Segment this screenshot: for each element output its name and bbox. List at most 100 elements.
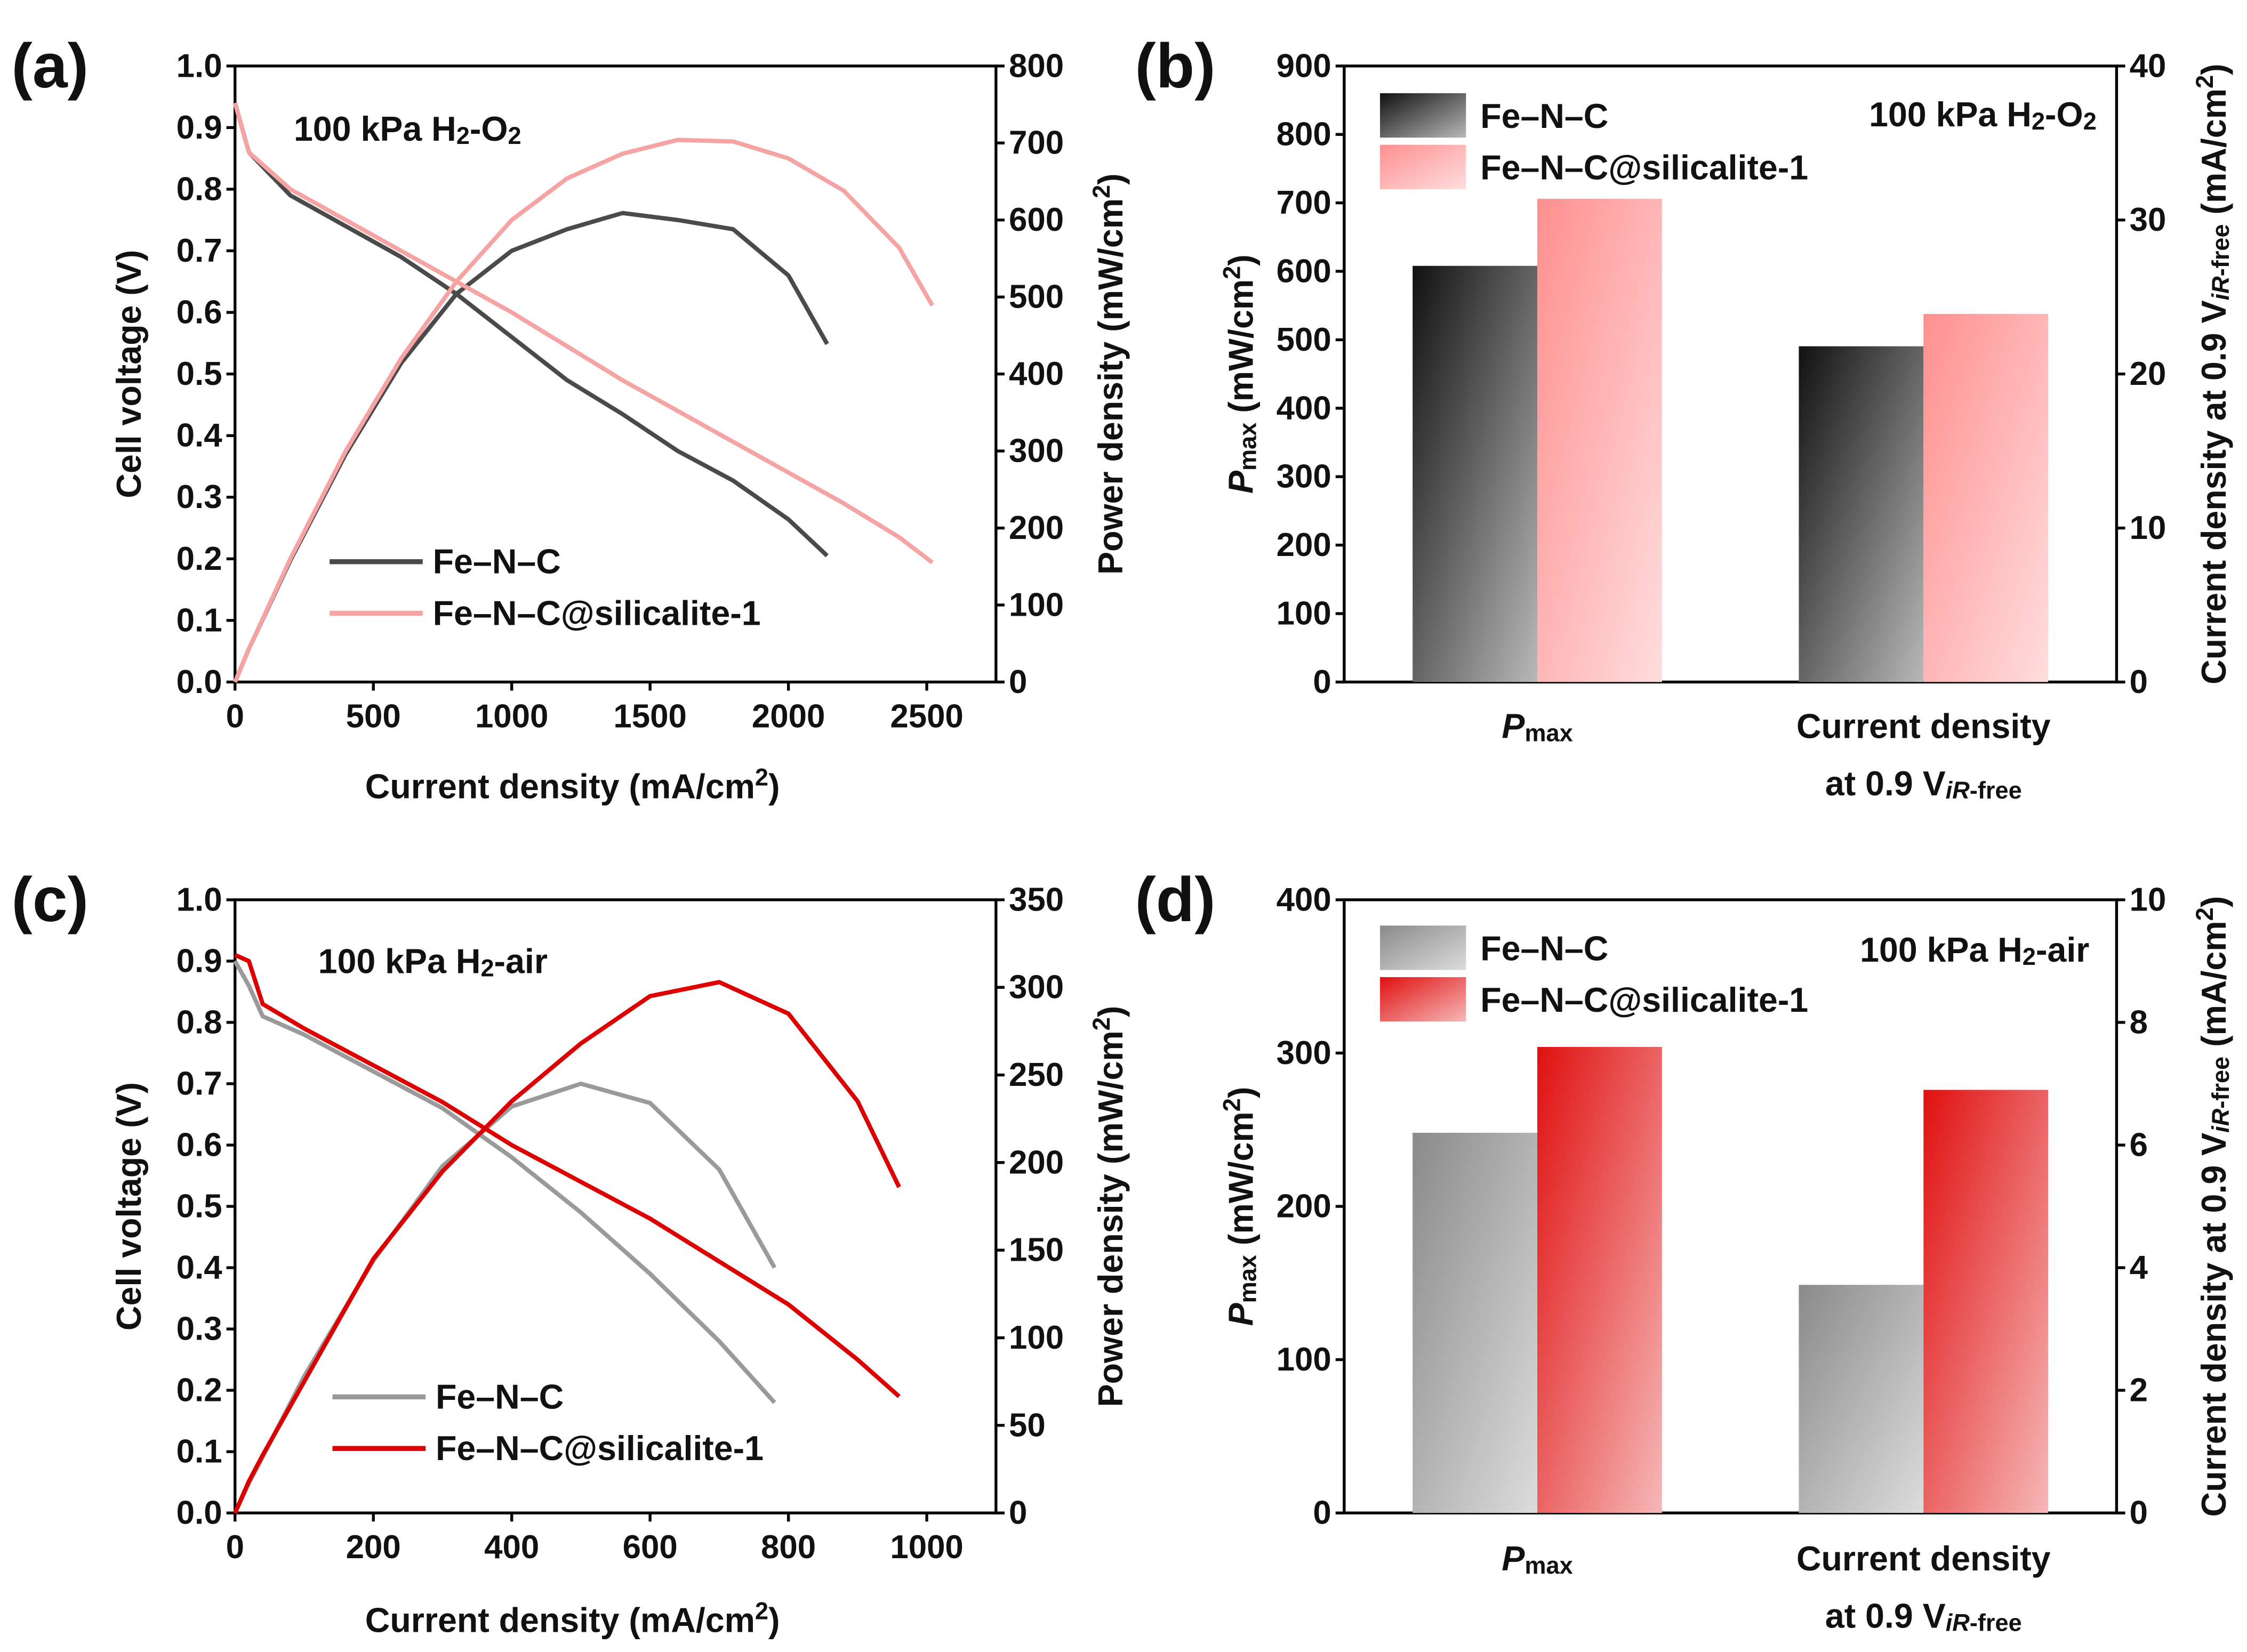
bar [1413,265,1538,682]
y2-tick-label: 400 [1009,356,1064,392]
voltage-line [232,102,934,565]
voltage-line [233,960,776,1404]
y-tick-label: 0.8 [176,1004,222,1041]
x-tick-label: 600 [623,1529,678,1566]
annotation: 100 kPa H2-O2 [1869,95,2097,135]
y-tick-label: 0.4 [176,1250,223,1286]
legend-label: Fe–N–C [1480,929,1608,968]
y2-tick-label: 10 [2130,510,2166,546]
bar [1923,1090,2049,1513]
power-line [233,980,901,1514]
bar [1537,1046,1662,1513]
y-tick-label: 0.0 [176,664,222,700]
text-part: Current density [1796,707,2051,746]
y2-tick-label: 800 [1009,47,1064,84]
y2-tick-label: 0 [1009,664,1027,700]
x-tick-label: 200 [346,1529,401,1566]
text-part: 2 [2023,943,2036,970]
y-tick-label: 0 [1313,1495,1331,1532]
y2-tick-label: 50 [1009,1407,1046,1444]
text-part: ) [768,1601,780,1640]
bar [1413,1133,1538,1513]
y-tick-label: 0.3 [176,479,222,515]
y2-tick-label: 100 [1009,1319,1064,1356]
text-part: max [1524,1552,1572,1579]
y-tick-label: 800 [1277,116,1331,153]
y2-tick-label: 0 [2130,1495,2148,1532]
text-part: 2 [2032,108,2045,135]
y2-axis-label: Current density at 0.9 ViR-free (mA/cm2) [2192,63,2235,684]
y-tick-label: 1.0 [176,47,222,84]
text-part: ) [1092,173,1130,184]
text-part: 100 kPa H [1860,931,2023,969]
text-part: 2 [456,122,470,149]
text-part: Cell voltage (V) [110,250,148,498]
y-tick-label: 0.1 [176,1433,222,1470]
y-tick-label: 400 [1277,881,1331,918]
y2-axis-label: Current density at 0.9 ViR-free (mA/cm2) [2192,896,2235,1517]
y-tick-label: 0 [1313,664,1331,700]
text-part: Power density (mW/cm [1092,1030,1130,1407]
text-part: 2 [1088,1017,1115,1030]
y-tick-label: 0.6 [176,294,222,331]
y2-tick-label: 0 [2130,664,2148,700]
x-tick-label: 1000 [475,698,548,735]
legend-swatch [1380,977,1466,1022]
text-part: 2 [480,955,494,982]
text-part: iR [2207,276,2234,301]
text-part: -O [470,110,508,148]
text-part: 2 [2192,907,2219,921]
text-part: ) [1222,1087,1260,1098]
text-part: -air [2036,931,2089,969]
y-tick-label: 300 [1277,1035,1331,1071]
y-axis-label: Pmax (mW/cm2) [1218,1087,1262,1326]
text-part: ) [768,768,780,806]
text-part: at 0.9 V [1825,1597,1946,1635]
text-part: 2 [2192,75,2219,88]
y2-tick-label: 250 [1009,1057,1064,1093]
y-tick-label: 500 [1277,321,1331,358]
text-part: ) [1222,254,1260,265]
annotation: 100 kPa H2-air [318,942,548,981]
y-axis-label: Pmax (mW/cm2) [1218,254,1262,494]
y-tick-label: 100 [1277,595,1331,632]
bar [1537,198,1662,682]
y2-tick-label: 0 [1009,1495,1027,1532]
text-part: (mW/cm [1222,1111,1260,1255]
text-part: P [1222,470,1260,494]
legend-label: Fe–N–C@silicalite-1 [436,1429,764,1468]
text-part: iR [2207,1108,2234,1133]
y-tick-label: 0.9 [176,942,222,979]
text-part: -air [494,942,548,980]
text-part: (mA/cm [2195,88,2233,224]
y2-tick-label: 200 [1009,510,1064,546]
bar [1923,313,2049,682]
text-part: Current density at 0.9 V [2195,1133,2233,1517]
x-tick-label: 400 [484,1529,539,1566]
x-tick-label: 0 [226,1529,244,1566]
y2-tick-label: 40 [2130,47,2166,84]
x-tick-label: 500 [346,698,401,735]
y2-tick-label: 4 [2130,1250,2148,1286]
text-part: 2 [2083,108,2097,135]
y-tick-label: 400 [1277,390,1331,426]
text-part: 2 [508,122,521,149]
x-axis-label: Current density (mA/cm2) [365,1598,780,1640]
x-tick-label: 1500 [613,698,686,735]
panel-label: (a) [12,31,89,101]
y2-tick-label: 350 [1009,881,1064,918]
bar [1799,1285,1924,1513]
legend-label: Fe–N–C@silicalite-1 [433,594,761,632]
x-category-label: at 0.9 ViR-free [1825,1597,2022,1637]
y2-tick-label: 2 [2130,1372,2148,1409]
text-part: at 0.9 V [1825,764,1946,803]
y2-tick-label: 10 [2130,881,2166,918]
y2-tick-label: 500 [1009,279,1064,316]
text-part: Current density (mA/cm [365,1601,755,1640]
y2-tick-label: 20 [2130,356,2166,392]
legend-label: Fe–N–C@silicalite-1 [1480,981,1808,1019]
legend-label: Fe–N–C [436,1377,564,1416]
y-tick-label: 0.8 [176,171,222,207]
y-tick-label: 0.0 [176,1495,222,1532]
